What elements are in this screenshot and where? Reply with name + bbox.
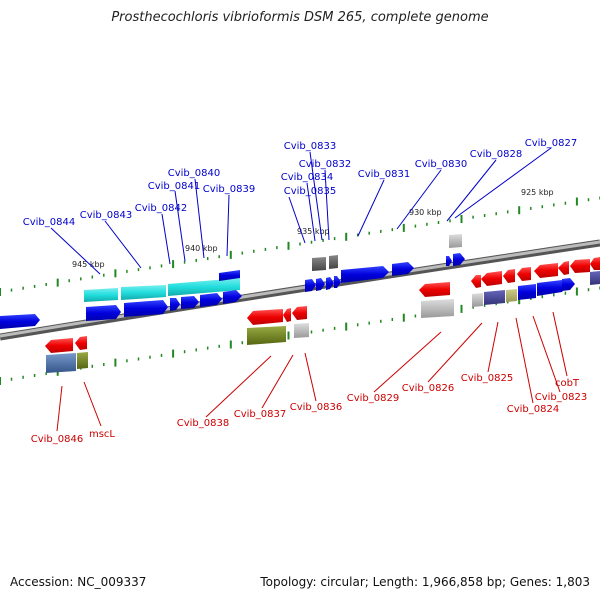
gene-arrow-forward[interactable] — [316, 278, 325, 291]
gene-label[interactable]: Cvib_0828 — [470, 149, 522, 160]
gene-label[interactable]: Cvib_0833 — [284, 141, 336, 152]
gene-arrow-forward[interactable] — [170, 298, 180, 311]
gene-arrow-reverse[interactable] — [283, 308, 291, 322]
gene-arrow-forward[interactable] — [200, 293, 222, 307]
purple-feature[interactable] — [590, 271, 600, 285]
gene-label[interactable]: Cvib_0829 — [347, 393, 399, 404]
purple-feature[interactable] — [484, 290, 505, 305]
forward-gene-features — [0, 234, 600, 329]
gene-arrow-reverse[interactable] — [503, 269, 515, 283]
gene-label[interactable]: Cvib_0839 — [203, 184, 255, 195]
gray-feature[interactable] — [294, 323, 309, 338]
gene-arrow-reverse[interactable] — [45, 338, 73, 353]
gene-arrow-forward[interactable] — [392, 262, 414, 276]
gene-label[interactable]: Cvib_0834 — [281, 172, 333, 183]
gene-label[interactable]: Cvib_0837 — [234, 409, 286, 420]
reverse-gene-features — [45, 257, 600, 373]
olive-feature[interactable] — [77, 352, 88, 369]
gene-label[interactable]: Cvib_0841 — [148, 181, 200, 192]
gene-label[interactable]: Cvib_0831 — [358, 169, 410, 180]
gene-label[interactable]: Cvib_0830 — [415, 159, 467, 170]
gene-arrow-reverse[interactable] — [517, 267, 531, 281]
gene-label[interactable]: Cvib_0846 — [31, 434, 83, 445]
khaki-feature[interactable] — [506, 289, 517, 302]
accession-text: Accession: NC_009337 — [10, 575, 147, 589]
forward-gene-labels: Cvib_0844 Cvib_0843 Cvib_0842 Cvib_0841 … — [23, 138, 577, 228]
gray-feature[interactable] — [449, 234, 462, 248]
gene-arrow-forward[interactable] — [446, 256, 452, 266]
gene-arrow-forward[interactable] — [86, 305, 121, 321]
gene-arrow-forward[interactable] — [453, 253, 465, 266]
gene-arrow-reverse[interactable] — [471, 275, 481, 288]
gene-label[interactable]: Cvib_0835 — [284, 186, 336, 197]
gene-label[interactable]: Cvib_0840 — [168, 168, 220, 179]
genome-backbone — [0, 239, 600, 341]
gene-arrow-forward[interactable] — [537, 280, 567, 296]
gene-arrow-reverse[interactable] — [534, 263, 558, 278]
gray-feature[interactable] — [421, 299, 454, 318]
gene-label[interactable]: Cvib_0826 — [402, 383, 454, 394]
gene-arrow-reverse[interactable] — [292, 306, 307, 320]
reverse-gene-labels: Cvib_0846 mscL Cvib_0838 Cvib_0837 Cvib_… — [31, 373, 587, 445]
gene-label[interactable]: Cvib_0832 — [299, 159, 351, 170]
gene-arrow-reverse[interactable] — [419, 282, 450, 297]
cyan-feature[interactable] — [121, 285, 166, 300]
gene-label[interactable]: Cvib_0824 — [507, 404, 559, 415]
gray-feature[interactable] — [329, 255, 338, 269]
genome-summary-text: Topology: circular; Length: 1,966,858 bp… — [260, 575, 590, 589]
gray-feature[interactable] — [312, 257, 326, 271]
gene-label[interactable]: Cvib_0838 — [177, 418, 229, 429]
gene-arrow-forward[interactable] — [341, 266, 389, 283]
gene-label[interactable]: Cvib_0827 — [525, 138, 577, 149]
gene-arrow-forward[interactable] — [305, 279, 316, 292]
gene-label[interactable]: mscL — [89, 429, 115, 440]
scale-label: 930 kbp — [409, 208, 442, 217]
gene-arrow-reverse[interactable] — [590, 257, 600, 270]
reverse-leader-lines — [56, 311, 568, 432]
cyan-feature[interactable] — [168, 278, 240, 296]
gene-arrow-reverse[interactable] — [570, 259, 590, 273]
gene-arrow-forward[interactable] — [334, 276, 341, 288]
gene-label[interactable]: Cvib_0823 — [535, 392, 587, 403]
map-title: Prosthecochloris vibrioformis DSM 265, c… — [111, 10, 489, 25]
gene-arrow-reverse[interactable] — [247, 309, 283, 325]
gene-arrow-reverse[interactable] — [481, 271, 502, 286]
gene-arrow-forward[interactable] — [326, 277, 334, 290]
gene-label[interactable]: cobT — [555, 378, 580, 389]
scale-label: 945 kbp — [72, 260, 105, 269]
gene-arrow-forward[interactable] — [223, 290, 242, 304]
gray-feature[interactable] — [472, 293, 483, 307]
gene-arrow-reverse[interactable] — [75, 336, 87, 350]
forward-leader-lines — [50, 147, 552, 275]
scale-label: 925 kbp — [521, 188, 554, 197]
gene-label[interactable]: Cvib_0825 — [461, 373, 513, 384]
gene-arrow-forward[interactable] — [219, 270, 240, 281]
gene-label[interactable]: Cvib_0844 — [23, 217, 75, 228]
gene-label[interactable]: Cvib_0842 — [135, 203, 187, 214]
gene-arrow-forward[interactable] — [0, 314, 40, 329]
slate-feature[interactable] — [46, 353, 76, 373]
olive-feature[interactable] — [247, 326, 286, 345]
gene-label[interactable]: Cvib_0836 — [290, 402, 342, 413]
gene-label[interactable]: Cvib_0843 — [80, 210, 132, 221]
scale-label: 940 kbp — [185, 244, 218, 253]
gene-arrow-forward[interactable] — [124, 300, 168, 317]
cyan-feature[interactable] — [84, 288, 118, 302]
gene-arrow-forward[interactable] — [518, 284, 536, 300]
gene-arrow-reverse[interactable] — [558, 261, 569, 275]
gene-arrow-forward[interactable] — [181, 296, 199, 309]
gene-arrow-forward[interactable] — [562, 278, 575, 291]
